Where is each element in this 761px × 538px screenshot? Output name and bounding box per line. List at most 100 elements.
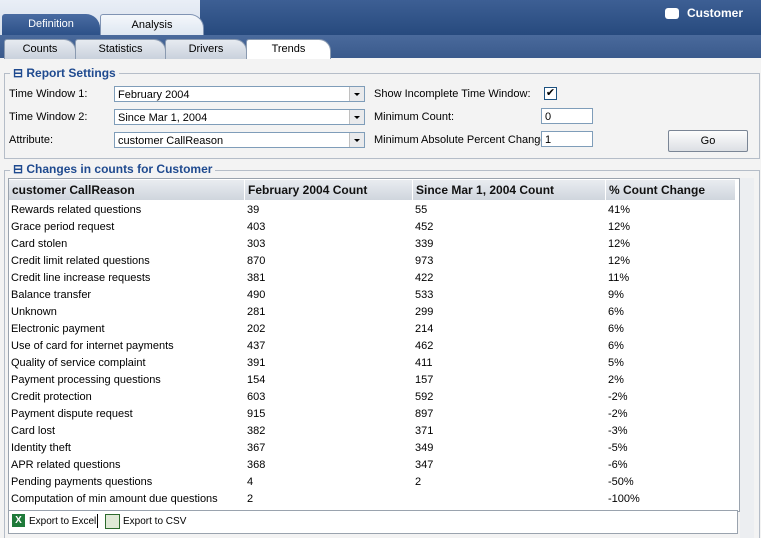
table-cell: -2% [608,408,628,420]
table-cell: Credit protection [11,391,92,403]
label: Minimum Absolute Percent Change [374,134,547,146]
table-cell: 371 [415,425,434,437]
section-title-text: Report Settings [26,66,116,80]
table-cell: 55 [415,204,428,216]
table-cell: 281 [247,306,266,318]
table-cell: 11% [608,272,630,284]
table-cell: Unknown [11,306,57,318]
table-cell: 9% [608,289,624,301]
export-csv[interactable]: Export to CSV [123,516,187,527]
export-excel[interactable]: Export to Excel [29,516,97,527]
table-cell: 12% [608,255,631,267]
label: Show Incomplete Time Window: [374,88,531,100]
table-cell: 603 [247,391,266,403]
table-cell: 349 [415,442,434,454]
table-cell: Card lost [11,425,56,437]
changes-frame [4,170,760,538]
table-cell: 437 [247,340,266,352]
subtab[interactable]: Drivers [165,39,247,59]
separator [97,514,98,528]
spinner[interactable]: 1 [541,131,593,147]
table-cell: 12% [608,238,631,250]
subtab[interactable]: Statistics [75,39,166,59]
table-cell: 462 [415,340,434,352]
dropdown-arrow[interactable] [349,87,364,101]
excel-icon: X [12,514,25,527]
dropdown-value: Since Mar 1, 2004 [118,112,208,124]
table-cell: -5% [608,442,628,454]
table-cell: 422 [415,272,434,284]
table-cell: 41% [608,204,631,216]
spinner-value: 1 [545,134,552,146]
column-header[interactable]: Since Mar 1, 2004 Count [413,180,606,200]
table-cell: 2 [247,493,254,505]
table-cell: Card stolen [11,238,68,250]
table-cell: Grace period request [11,221,115,233]
table-cell: -6% [608,459,628,471]
table-cell: 154 [247,374,266,386]
table-cell: Electronic payment [11,323,105,335]
dropdown[interactable]: Since Mar 1, 2004 [114,109,365,125]
report-settings-frame [4,73,760,159]
table-cell: 870 [247,255,266,267]
table-cell: 403 [247,221,266,233]
table-cell: 411 [415,357,433,369]
footer-bar [8,510,738,534]
table-cell: 6% [608,306,624,318]
column-header[interactable]: % Count Change [606,180,736,200]
table-cell: 6% [608,323,624,335]
checkbox[interactable]: ✔ [544,87,557,100]
section-title[interactable]: ⊟ Changes in counts for Customer [10,162,216,176]
table-cell: 391 [247,357,266,369]
table-cell: 2% [608,374,624,386]
dropdown-arrow[interactable] [349,133,364,147]
table-cell: Pending payments questions [11,476,153,488]
csv-icon [105,514,120,529]
dropdown[interactable]: customer CallReason [114,132,365,148]
label: Time Window 1: [9,88,88,100]
go-button[interactable]: Go [668,130,748,152]
table-cell: Credit line increase requests [11,272,151,284]
table-cell: -2% [608,391,628,403]
spinner[interactable]: 0 [541,108,593,124]
table-cell: 2 [415,476,422,488]
tab[interactable]: Definition [2,14,100,35]
dropdown[interactable]: February 2004 [114,86,365,102]
table-cell: APR related questions [11,459,121,471]
dropdown-arrow[interactable] [349,110,364,124]
tab-selected[interactable]: Analysis [100,14,204,36]
section-title[interactable]: ⊟ Report Settings [10,66,119,80]
table-cell: -100% [608,493,640,505]
table-cell: -3% [608,425,628,437]
column-header[interactable]: February 2004 Count [245,180,413,200]
dropdown-value: customer CallReason [118,135,224,147]
table-cell: 915 [247,408,266,420]
table-cell: 303 [247,238,266,250]
table-cell: 382 [247,425,266,437]
subtab[interactable]: Counts [4,39,76,59]
table-cell: 381 [247,272,266,284]
table-cell: Computation of min amount due questions [11,493,218,505]
table-cell: 12% [608,221,631,233]
table-cell: -50% [608,476,634,488]
table-cell: Rewards related questions [11,204,142,216]
table-cell: Quality of service complaint [11,357,146,369]
spinner-value: 0 [545,111,552,123]
table-cell: 973 [415,255,434,267]
table-cell: 368 [247,459,266,471]
table-cell: Payment processing questions [11,374,161,386]
column-header[interactable]: customer CallReason [9,180,245,200]
table-cell: 299 [415,306,434,318]
table-cell: 452 [415,221,434,233]
subtab[interactable]: Trends [246,39,331,59]
customer-icon [665,8,679,19]
table-cell: Payment dispute request [11,408,133,420]
scrollbar[interactable] [740,178,754,538]
label: Attribute: [9,134,54,146]
label: Time Window 2: [9,111,88,123]
table-cell: 6% [608,340,624,352]
table-cell: 592 [415,391,434,403]
table-cell: Identity theft [11,442,71,454]
table-cell: Balance transfer [11,289,92,301]
